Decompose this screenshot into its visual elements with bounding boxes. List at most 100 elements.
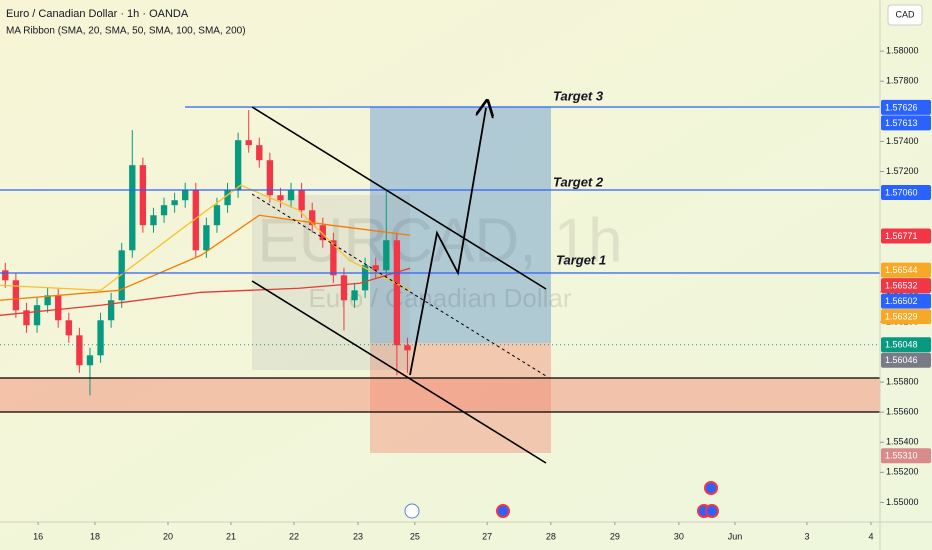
candle-body [33, 305, 41, 326]
y-tick-label: 1.55400 [886, 437, 919, 447]
candle-body [330, 240, 337, 276]
currency-button[interactable] [887, 4, 923, 26]
candle-body [2, 270, 9, 281]
candle-body [234, 140, 242, 191]
event-icon[interactable] [496, 504, 510, 518]
candle-body [160, 205, 168, 216]
x-tick-label: 21 [226, 531, 236, 541]
candle-body [129, 165, 136, 251]
chart-title: Euro / Canadian Dollar · 1h · OANDA [6, 8, 189, 20]
y-tick-label: 1.58000 [886, 46, 919, 56]
candle-body [12, 280, 20, 311]
price-tag [881, 352, 931, 368]
candle-body [44, 295, 51, 306]
candle-body [213, 205, 221, 226]
x-tick-label: 25 [410, 531, 420, 541]
candle-body [361, 265, 369, 291]
price-tag-label: 1.56532 [885, 281, 918, 291]
event-icon[interactable] [404, 503, 420, 519]
candle-body [118, 250, 125, 301]
currency: CAD [895, 9, 915, 19]
candle-body [139, 165, 147, 226]
x-tick-label: 22 [289, 531, 299, 541]
event-icon[interactable] [705, 504, 719, 518]
x-tick-label: 29 [610, 531, 620, 541]
candle-body [404, 345, 411, 351]
candle-body [192, 190, 199, 251]
candle-body [55, 295, 62, 321]
x-tick-label: 4 [868, 531, 873, 541]
candle-body [86, 355, 94, 366]
drawings-under [0, 107, 880, 453]
price-tag [881, 185, 931, 201]
channel-shade [252, 195, 410, 370]
x-tick-label: 23 [353, 531, 363, 541]
candle-body [107, 300, 115, 321]
x-tick-label: 16 [33, 531, 43, 541]
target-label: Target 1 [556, 252, 606, 267]
price-tag-label: 1.56771 [885, 231, 918, 241]
price-tag [881, 337, 931, 353]
candle-body [266, 160, 274, 196]
x-tick-label: 3 [804, 531, 809, 541]
watermark-subtitle: Euro / Canadian Dollar [308, 283, 571, 313]
channel-mid [251, 193, 547, 377]
candle-body [351, 290, 358, 301]
price-tag-label: 1.56544 [885, 265, 918, 275]
y-tick-label: 1.55200 [886, 467, 919, 477]
price-tag [881, 278, 931, 294]
candle-body [372, 265, 379, 271]
price-tag-label: 1.56048 [885, 340, 918, 350]
candle-body [298, 190, 305, 211]
price-tag [881, 309, 931, 325]
price-tag-label: 1.57613 [885, 118, 918, 128]
candle-body [287, 190, 295, 201]
candle-body [65, 320, 72, 336]
chart-subtitle: MA Ribbon (SMA, 20, SMA, 50, SMA, 100, S… [6, 26, 246, 37]
candle-body [256, 145, 263, 161]
candle-body [245, 140, 252, 146]
plot [0, 110, 880, 396]
candle-body [319, 225, 326, 241]
price-tag [881, 99, 931, 115]
price-tag [881, 293, 931, 309]
loss-zone [370, 343, 551, 453]
candle-body [182, 190, 189, 201]
channel-lower [251, 280, 547, 464]
price-tag-label: 1.57626 [885, 102, 918, 112]
candle-body [224, 190, 231, 206]
candle-body [171, 200, 178, 206]
projection-arrow [409, 108, 486, 376]
candle-body [393, 240, 401, 346]
x-tick-label: 18 [90, 531, 100, 541]
channel-upper [251, 106, 547, 290]
x-tick-label: 27 [482, 531, 492, 541]
candle-body [23, 310, 30, 326]
profit-zone [370, 107, 551, 343]
ma-line [0, 214, 411, 301]
price-tag-label: 1.56502 [885, 296, 918, 306]
x-tick-label: 28 [546, 531, 556, 541]
candle-body [277, 195, 284, 201]
x-tick-label: Jun [728, 531, 743, 541]
y-tick-label: 1.55000 [886, 497, 919, 507]
price-tag-label: 1.56046 [885, 355, 918, 365]
candle-body [150, 215, 157, 226]
price-tag-label: 1.55310 [885, 451, 918, 461]
x-tick-label: 20 [163, 531, 173, 541]
y-tick-label: 1.55800 [886, 376, 919, 386]
candle-body [309, 210, 316, 226]
y-tick-label: 1.57800 [886, 76, 919, 86]
price-tag [881, 115, 931, 131]
ma-line [0, 184, 411, 291]
price-tag [881, 262, 931, 278]
y-tick-label: 1.57400 [886, 136, 919, 146]
price-tag [881, 228, 931, 244]
support-zone [0, 378, 880, 412]
event-icon[interactable] [704, 481, 718, 495]
x-tick-label: 30 [674, 531, 684, 541]
price-tag-label: 1.56329 [885, 312, 918, 322]
y-tick-label: 1.57200 [886, 166, 919, 176]
candle-body [383, 240, 390, 271]
